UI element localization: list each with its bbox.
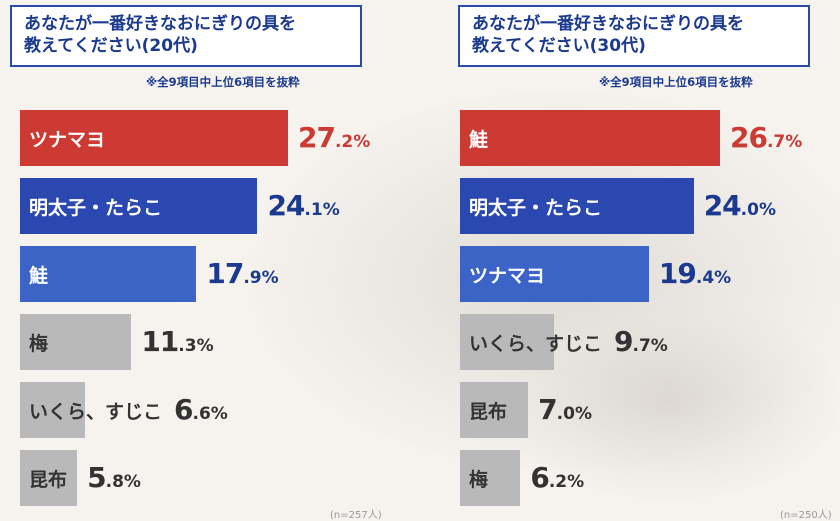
bar-value-label: 24.1%	[267, 192, 339, 220]
bar: いくら、すじこ	[460, 314, 602, 370]
value-percent-sign: %	[322, 200, 340, 220]
chart-title-line-1: あなたが一番好きなおにぎりの具を	[472, 14, 744, 34]
value-integer: 26	[730, 121, 768, 154]
bar-category-label: 鮭	[29, 264, 49, 287]
value-decimal: .7	[766, 132, 786, 152]
value-integer: 27	[298, 121, 336, 154]
value-integer: 11	[141, 325, 179, 358]
bar-value-label: 19.4%	[659, 260, 731, 288]
sample-size-note: (n=257人)	[330, 510, 382, 521]
chart-title: あなたが一番好きなおにぎりの具を 教えてください(30代)	[458, 5, 810, 67]
bar-value-label: 24.0%	[704, 192, 776, 220]
bar-category-label: 梅	[469, 468, 489, 491]
sample-size-note: (n=250人)	[780, 510, 832, 521]
value-percent-sign: %	[353, 132, 371, 152]
chart-panel-30s: あなたが一番好きなおにぎりの具を 教えてください(30代) ※全9項目中上位6項…	[450, 0, 840, 521]
bar-value-label: 17.9%	[206, 260, 278, 288]
bar: 鮭	[460, 110, 720, 166]
bar: 梅	[20, 314, 132, 370]
value-percent-sign: %	[261, 268, 279, 288]
chart-title-line-2: 教えてください(30代)	[472, 36, 646, 56]
bar-category-label: 鮭	[469, 128, 489, 151]
bar-category-label: 明太子・たらこ	[469, 196, 603, 219]
value-percent-sign: %	[567, 472, 585, 492]
bar: 昆布	[460, 382, 529, 438]
value-percent-sign: %	[650, 336, 668, 356]
chart-note: ※全9項目中上位6項目を抜粋	[146, 75, 300, 89]
bar: いくら、すじこ	[20, 382, 162, 438]
value-decimal: .8	[105, 472, 124, 492]
bar: ツナマヨ	[20, 110, 288, 166]
bar-value-label: 6.6%	[174, 396, 228, 424]
bar-value-label: 26.7%	[730, 124, 802, 152]
bar-value-label: 11.3%	[141, 328, 213, 356]
bar-value-label: 5.8%	[87, 464, 141, 492]
bar-category-label: 昆布	[469, 400, 508, 423]
bar: 明太子・たらこ	[460, 178, 694, 234]
bar: 昆布	[20, 450, 78, 506]
value-integer: 19	[658, 257, 697, 290]
bar-category-label: ツナマヨ	[29, 128, 106, 151]
bar: ツナマヨ	[460, 246, 649, 302]
bar-category-label: ツナマヨ	[469, 264, 546, 287]
value-percent-sign: %	[714, 268, 732, 288]
chart-title-line-2: 教えてください(20代)	[24, 36, 198, 56]
bar-category-label: 梅	[29, 332, 49, 355]
bar-value-label: 9.7%	[614, 328, 668, 356]
chart-note: ※全9項目中上位6項目を抜粋	[599, 75, 753, 89]
value-integer: 17	[206, 257, 244, 290]
bar-category-label: 明太子・たらこ	[29, 196, 163, 219]
value-percent-sign: %	[196, 336, 214, 356]
bar: 鮭	[20, 246, 197, 302]
value-decimal: .2	[334, 132, 354, 152]
value-percent-sign: %	[123, 472, 141, 492]
bar-value-label: 27.2%	[298, 124, 370, 152]
bar-category-label: いくら、すじこ	[29, 400, 163, 423]
value-decimal: .7	[632, 336, 651, 356]
chart-title: あなたが一番好きなおにぎりの具を 教えてください(20代)	[10, 5, 362, 67]
value-decimal: .0	[740, 200, 759, 220]
value-percent-sign: %	[210, 404, 228, 424]
chart-title-line-1: あなたが一番好きなおにぎりの具を	[24, 14, 296, 34]
bar: 梅	[460, 450, 521, 506]
bar-category-label: 昆布	[29, 468, 68, 491]
value-integer: 5	[87, 461, 107, 494]
value-percent-sign: %	[758, 200, 777, 220]
bar-value-label: 7.0%	[538, 396, 592, 424]
value-integer: 6	[174, 393, 194, 426]
value-percent-sign: %	[785, 132, 803, 152]
value-integer: 9	[614, 325, 634, 358]
value-decimal: .2	[548, 472, 568, 492]
value-integer: 24	[703, 189, 742, 222]
value-decimal: .4	[695, 268, 715, 288]
chart-panel-20s: あなたが一番好きなおにぎりの具を 教えてください(20代) ※全9項目中上位6項…	[0, 0, 420, 521]
background-decoration-2	[500, 300, 840, 500]
bar-category-label: いくら、すじこ	[469, 332, 603, 355]
value-integer: 7	[538, 393, 558, 426]
value-integer: 6	[530, 461, 550, 494]
value-decimal: .6	[192, 404, 211, 424]
value-percent-sign: %	[574, 404, 592, 424]
value-integer: 24	[267, 189, 305, 222]
bar: 明太子・たらこ	[20, 178, 258, 234]
bar-value-label: 6.2%	[530, 464, 584, 492]
value-decimal: .0	[556, 404, 575, 424]
value-decimal: .9	[243, 268, 262, 288]
value-decimal: .3	[178, 336, 197, 356]
value-decimal: .1	[304, 200, 323, 220]
